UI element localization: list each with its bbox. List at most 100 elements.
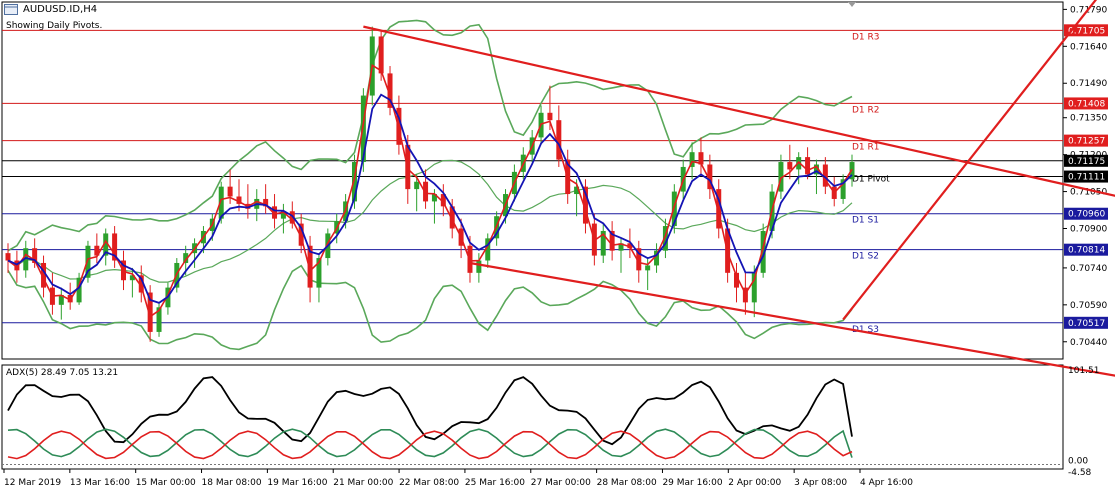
bollinger-middle <box>7 159 853 283</box>
bollinger-upper <box>7 19 853 252</box>
main-pane-frame <box>1 1 1064 360</box>
current-price-text: 0.71175 <box>1068 157 1105 167</box>
upper-trendline <box>363 25 1115 197</box>
candle-body <box>23 248 29 271</box>
candle-body <box>316 258 322 288</box>
time-tick-label: 12 Mar 2019 <box>4 478 61 488</box>
candle-body <box>840 179 846 199</box>
time-tick-label: 28 Mar 08:00 <box>597 478 657 488</box>
pivot-price-tag <box>1064 243 1108 256</box>
pivot-label: D1 R2 <box>852 105 880 115</box>
pivot-price-tag <box>1064 316 1108 329</box>
time-tick-label: 25 Mar 16:00 <box>465 478 525 488</box>
candle-body <box>645 265 651 271</box>
candle-body <box>716 189 722 229</box>
pivot-label: D1 S2 <box>852 252 879 262</box>
candle-body <box>440 194 446 207</box>
time-tick-label: 3 Apr 08:00 <box>794 478 847 488</box>
adx-plus-di-line <box>7 428 853 458</box>
candle-body <box>147 292 153 332</box>
candle-body <box>378 36 384 74</box>
ma-fast-line <box>7 63 853 319</box>
candle-body <box>689 152 695 167</box>
candle-body <box>734 272 740 288</box>
adx-tick-label: 101.51 <box>1068 366 1100 376</box>
candle-body <box>156 307 162 332</box>
pivot-label: D1 R1 <box>852 143 880 153</box>
candle-body <box>582 186 588 224</box>
chart-shift-icon <box>848 2 856 7</box>
candle-body <box>654 250 660 266</box>
candle-body <box>387 73 393 108</box>
adx-header: ADX(5) 28.49 7.05 13.21 <box>6 368 119 378</box>
price-tick-label: 0.70440 <box>1070 338 1107 348</box>
symbol-title: AUDUSD.ID,H4 <box>23 4 98 15</box>
candle-body <box>760 230 766 273</box>
candle-body <box>218 186 224 219</box>
candle-body <box>351 162 357 202</box>
time-tick-label: 13 Mar 16:00 <box>70 478 130 488</box>
candle-body <box>707 164 713 190</box>
candle-body <box>627 243 633 249</box>
pivot-label: D1 R3 <box>852 32 880 42</box>
adx-main-line <box>7 376 853 446</box>
candle-body <box>609 230 615 251</box>
candle-body <box>751 272 757 303</box>
candle-body <box>227 186 233 197</box>
price-tick-label: 0.71640 <box>1070 42 1107 52</box>
candle-body <box>94 245 100 256</box>
candle-body <box>5 253 11 261</box>
candle-body <box>662 226 668 251</box>
price-tick-label: 0.71050 <box>1070 188 1107 198</box>
candle-body <box>574 186 580 195</box>
adx-tick-label: -4.58 <box>1068 468 1092 478</box>
candle-body <box>272 206 278 219</box>
candle-body <box>778 162 784 192</box>
candle-body <box>129 275 135 281</box>
time-tick-label: 4 Apr 16:00 <box>860 478 913 488</box>
time-tick-label: 18 Mar 08:00 <box>202 478 262 488</box>
lower-trendline <box>469 261 1115 377</box>
candle-body <box>813 164 819 175</box>
adx-tick-label: 0.00 <box>1068 457 1088 467</box>
candle-body <box>32 248 38 263</box>
candle-body <box>485 238 491 261</box>
candle-body <box>476 260 482 273</box>
candle-body <box>414 181 420 190</box>
price-tick-label: 0.70900 <box>1070 225 1107 235</box>
candle-body <box>41 262 47 288</box>
adx-pane-frame <box>1 364 1064 470</box>
time-tick-label: 27 Mar 00:00 <box>531 478 591 488</box>
current-price-tag <box>1064 154 1108 167</box>
time-tick-label: 2 Apr 00:00 <box>728 478 781 488</box>
pivot-price-text: 0.70814 <box>1068 246 1105 256</box>
price-tick-label: 0.71350 <box>1070 114 1107 124</box>
candle-body <box>547 112 553 121</box>
candle-body <box>289 211 295 224</box>
candle-body <box>183 253 189 263</box>
candle-body <box>263 198 269 207</box>
candle-body <box>805 157 811 175</box>
candle-body <box>298 223 304 246</box>
candle-body <box>431 194 437 202</box>
pivot-price-text: 0.71111 <box>1068 173 1105 183</box>
candle-body <box>822 164 828 187</box>
candle-body <box>307 245 313 288</box>
candle-body <box>556 120 562 160</box>
pivot-label: D1 Pivot <box>852 175 890 185</box>
pivot-price-text: 0.71257 <box>1068 137 1105 147</box>
pivot-price-tag <box>1064 170 1108 183</box>
time-tick-label: 15 Mar 00:00 <box>136 478 196 488</box>
pivot-label: D1 S1 <box>852 216 879 226</box>
candle-body <box>360 95 366 163</box>
time-tick-label: 22 Mar 08:00 <box>399 478 459 488</box>
window-icon[interactable] <box>4 4 18 15</box>
bollinger-lower <box>7 264 853 351</box>
candle-body <box>449 206 455 229</box>
candle-body <box>138 275 144 293</box>
candle-body <box>600 230 606 256</box>
pivot-price-text: 0.71408 <box>1068 99 1105 109</box>
candle-body <box>103 233 109 256</box>
pivot-price-tag <box>1064 207 1108 220</box>
